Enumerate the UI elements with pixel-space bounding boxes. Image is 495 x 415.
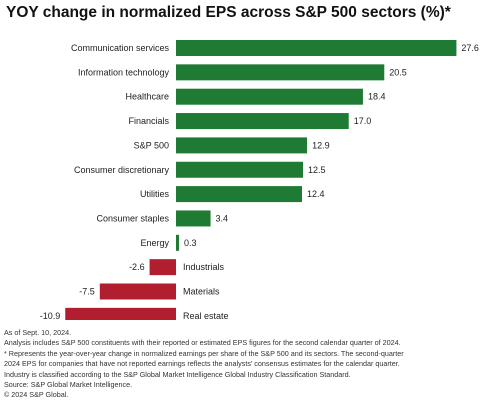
value-label: -10.9 bbox=[40, 311, 61, 320]
value-label: 12.9 bbox=[312, 140, 330, 150]
category-label: Utilities bbox=[140, 189, 170, 199]
value-label: 20.5 bbox=[389, 67, 407, 77]
value-label: 12.4 bbox=[307, 189, 325, 199]
category-label: Financials bbox=[128, 116, 169, 126]
note-line: Industry is classified according to the … bbox=[4, 369, 351, 379]
category-label: Energy bbox=[140, 238, 169, 248]
bar-chart: Communication services 27.6 Information te… bbox=[40, 40, 479, 320]
value-label: -7.5 bbox=[79, 287, 95, 297]
bar bbox=[176, 88, 363, 105]
bar bbox=[176, 113, 349, 130]
note-line: * Represents the year-over-year change i… bbox=[4, 348, 404, 358]
bar bbox=[176, 137, 308, 154]
bar bbox=[176, 64, 385, 81]
bar bbox=[176, 40, 457, 56]
category-label: Healthcare bbox=[125, 92, 169, 102]
category-label: Materials bbox=[183, 287, 220, 297]
note-line: 2024 EPS for companies that have not rep… bbox=[4, 359, 400, 369]
value-label: 3.4 bbox=[216, 213, 229, 223]
bar bbox=[149, 259, 176, 276]
note-line: © 2024 S&P Global. bbox=[4, 390, 69, 400]
chart-notes: As of Sept. 10, 2024. Analysis includes … bbox=[4, 328, 492, 401]
category-label: Consumer staples bbox=[96, 213, 169, 223]
category-label: S&P 500 bbox=[134, 140, 169, 150]
bar bbox=[99, 283, 176, 300]
value-label: 0.3 bbox=[184, 238, 197, 248]
bar bbox=[65, 307, 176, 320]
value-label: 18.4 bbox=[368, 92, 386, 102]
category-label: Consumer discretionary bbox=[74, 165, 170, 175]
category-label: Information technology bbox=[78, 67, 170, 77]
category-label: Industrials bbox=[183, 262, 225, 272]
bar bbox=[176, 210, 211, 227]
note-line: Source: S&P Global Market Intelligence. bbox=[4, 380, 133, 390]
note-line: Analysis includes S&P 500 constituents w… bbox=[4, 338, 401, 348]
category-label: Real estate bbox=[183, 311, 229, 320]
bar bbox=[176, 161, 303, 178]
category-label: Communication services bbox=[71, 43, 170, 53]
value-label: -2.6 bbox=[129, 262, 145, 272]
value-label: 27.6 bbox=[461, 43, 479, 53]
note-line: As of Sept. 10, 2024. bbox=[4, 328, 72, 337]
value-label: 12.5 bbox=[308, 165, 326, 175]
chart-title: YOY change in normalized EPS across S&P … bbox=[6, 4, 451, 21]
bar bbox=[176, 234, 180, 251]
value-label: 17.0 bbox=[354, 116, 372, 126]
bar bbox=[176, 186, 302, 203]
